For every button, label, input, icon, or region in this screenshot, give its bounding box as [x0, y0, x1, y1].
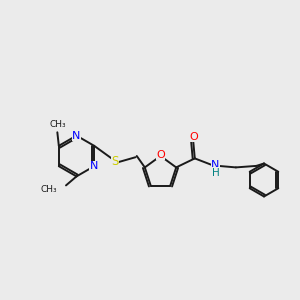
Text: N: N: [90, 161, 98, 171]
Text: CH₃: CH₃: [41, 184, 58, 194]
Text: S: S: [112, 155, 119, 168]
Text: N: N: [72, 130, 81, 141]
Text: CH₃: CH₃: [49, 120, 66, 129]
Text: H: H: [212, 167, 219, 178]
Text: O: O: [189, 131, 198, 142]
Text: O: O: [156, 149, 165, 160]
Text: N: N: [211, 160, 220, 170]
